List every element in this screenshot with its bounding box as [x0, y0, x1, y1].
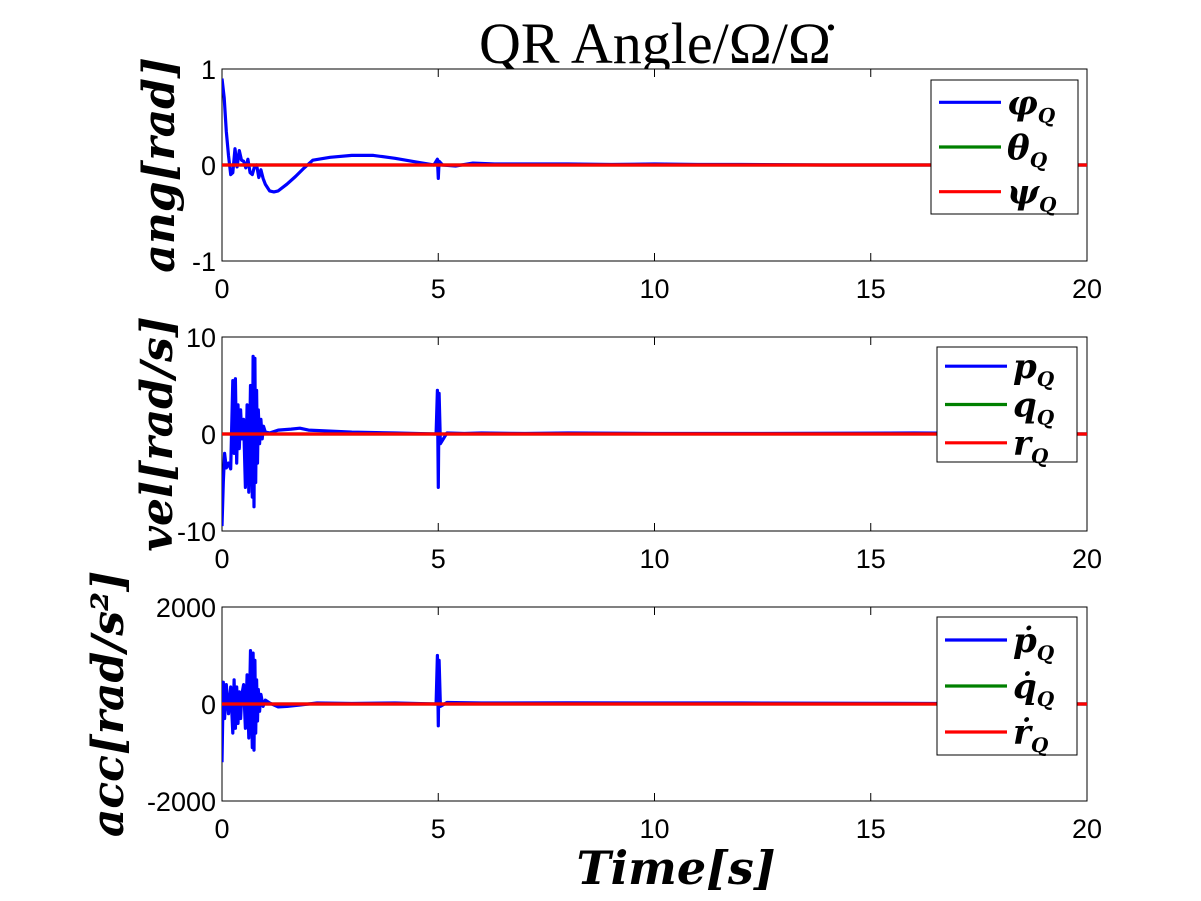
- y-tick-label: 2000: [156, 593, 216, 623]
- x-tick-label: 20: [1072, 544, 1102, 574]
- x-tick-label: 0: [214, 274, 229, 304]
- legend-entry-1: φQ: [1007, 83, 1056, 127]
- y-tick-label: 10: [186, 323, 216, 353]
- x-tick-label: 5: [431, 544, 446, 574]
- x-tick-label: 15: [856, 814, 886, 844]
- legend-entry-2: θQ: [1007, 128, 1048, 172]
- legend-entry-1: pQ: [1013, 347, 1055, 391]
- x-tick-label: 20: [1072, 814, 1102, 844]
- x-tick-label: 10: [639, 544, 669, 574]
- x-tick-label: 0: [214, 544, 229, 574]
- y-axis-label: vel[rad/s]: [132, 316, 183, 551]
- legend-entry-1: ṗQ: [1013, 621, 1055, 665]
- x-tick-label: 10: [639, 814, 669, 844]
- series-line-1: [222, 648, 1088, 763]
- x-tick-label: 15: [856, 274, 886, 304]
- y-tick-label: 1: [201, 55, 216, 85]
- y-axis-label: acc[rad/s²]: [83, 571, 134, 837]
- legend-entry-2: q̇Q: [1013, 667, 1055, 711]
- series-line-1: [222, 354, 1088, 527]
- y-axis-label: ang[rad]: [134, 57, 185, 272]
- y-tick-label: -1: [192, 247, 216, 277]
- legend-entry-3: ψQ: [1007, 173, 1057, 217]
- legend-entry-3: rQ: [1013, 424, 1049, 468]
- y-tick-label: -2000: [147, 787, 216, 817]
- x-tick-label: 10: [639, 274, 669, 304]
- x-tick-label: 15: [856, 544, 886, 574]
- x-axis-label: Time[s]: [576, 841, 775, 895]
- y-tick-label: 0: [201, 151, 216, 181]
- x-tick-label: 0: [214, 814, 229, 844]
- y-tick-label: 0: [201, 690, 216, 720]
- y-tick-label: -10: [177, 517, 216, 547]
- legend: ṗQq̇QṙQ: [936, 616, 1078, 757]
- legend-entry-2: qQ: [1013, 386, 1055, 430]
- y-tick-label: 0: [201, 420, 216, 450]
- figure-title: QR Angle/Ω/Ω̇: [479, 11, 835, 76]
- x-tick-label: 5: [431, 814, 446, 844]
- x-tick-label: 5: [431, 274, 446, 304]
- x-tick-label: 20: [1072, 274, 1102, 304]
- legend-entry-3: ṙQ: [1013, 713, 1049, 757]
